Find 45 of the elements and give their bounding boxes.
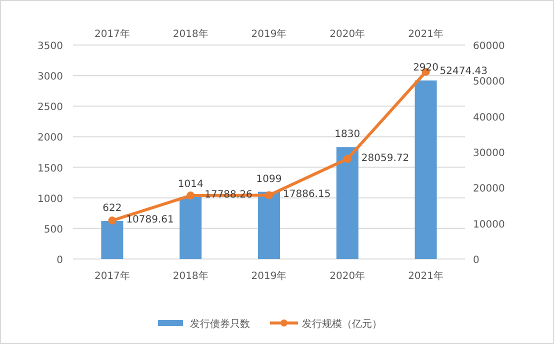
y-tick-label: 2500 xyxy=(38,102,63,114)
y-tick-label: 1500 xyxy=(38,163,63,174)
y-tick-label: 2000 xyxy=(38,132,63,144)
x-tick-label: 2017年 xyxy=(94,28,130,40)
x-tick-label: 2020年 xyxy=(330,28,366,40)
data-label: 1830 xyxy=(334,129,360,140)
x-tick-label: 2021年 xyxy=(408,28,444,40)
point xyxy=(265,191,273,200)
bar xyxy=(336,147,358,259)
y-tick-label: 0 xyxy=(56,255,63,266)
bar xyxy=(414,80,437,259)
category-label: 2021年 xyxy=(408,271,444,282)
data-label: 52474.43 xyxy=(440,66,488,77)
y-tick-label: 3500 xyxy=(38,41,63,52)
y2-tick-label: 50000 xyxy=(473,76,505,88)
data-label: 1099 xyxy=(256,174,282,185)
category-label: 2017年 xyxy=(94,271,130,282)
point xyxy=(343,154,352,163)
data-label: 2920 xyxy=(413,62,439,74)
legend-label: 发行债券只数 xyxy=(190,318,250,330)
point xyxy=(108,216,116,225)
data-label: 17886.15 xyxy=(283,189,331,200)
x-tick-label: 2019年 xyxy=(251,28,287,40)
bar xyxy=(101,220,124,259)
category-label: 2020年 xyxy=(330,271,366,282)
data-label: 622 xyxy=(102,202,122,214)
bar xyxy=(180,197,202,259)
category-label: 2018年 xyxy=(172,271,208,282)
y-tick-label: 1000 xyxy=(38,194,63,205)
y2-tick-label: 0 xyxy=(473,255,480,266)
data-label: 28059.72 xyxy=(361,152,410,164)
point xyxy=(186,192,195,200)
data-label: 10789.61 xyxy=(126,214,174,226)
bar xyxy=(258,192,280,259)
y-tick-label: 3000 xyxy=(38,72,63,83)
legend-label: 发行规模（亿元） xyxy=(302,318,382,330)
y2-tick-label: 60000 xyxy=(473,41,505,52)
x-tick-label: 2018年 xyxy=(172,28,208,40)
category-label: 2019年 xyxy=(251,271,287,282)
y2-tick-label: 20000 xyxy=(473,184,505,195)
y-tick-label: 500 xyxy=(44,224,63,236)
y2-tick-label: 10000 xyxy=(473,219,505,230)
y2-tick-label: 30000 xyxy=(473,148,505,159)
data-label: 1014 xyxy=(178,179,204,190)
y2-tick-label: 40000 xyxy=(473,112,505,124)
